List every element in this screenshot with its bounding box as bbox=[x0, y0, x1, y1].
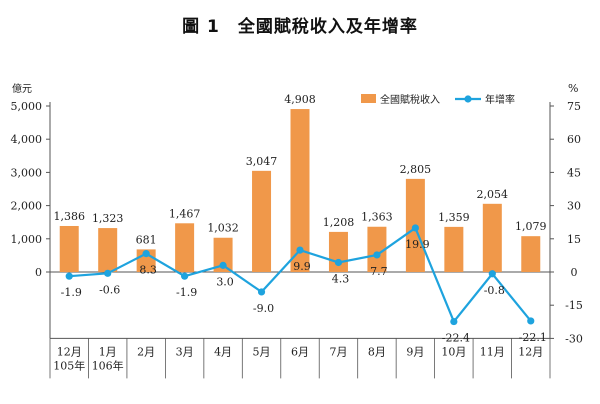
growth-point-12 bbox=[488, 270, 496, 278]
legend-bar-label: 全國賦稅收入 bbox=[380, 93, 440, 106]
legend-line-label: 年增率 bbox=[485, 93, 515, 106]
right-tick-label: -30 bbox=[565, 332, 583, 345]
category-label-1: 12月 bbox=[57, 345, 82, 358]
bar-label-7: 4,908 bbox=[284, 93, 316, 106]
left-tick-label: 3,000 bbox=[11, 166, 43, 179]
bar-label-13: 1,079 bbox=[515, 220, 547, 233]
right-tick-label: 30 bbox=[567, 200, 581, 213]
left-axis-unit: 億元 bbox=[12, 82, 32, 95]
chart-title: 圖 1 全國賦稅收入及年增率 bbox=[182, 17, 418, 37]
growth-point-6 bbox=[257, 288, 266, 296]
growth-point-1 bbox=[65, 272, 73, 280]
growth-label-9: 7.7 bbox=[370, 265, 388, 278]
bar-label-12: 2,054 bbox=[477, 188, 509, 201]
left-tick-label: 4,000 bbox=[11, 133, 43, 146]
growth-point-4 bbox=[181, 272, 189, 280]
category-label-2: 106年 bbox=[92, 358, 124, 372]
bar-label-4: 1,467 bbox=[169, 207, 201, 220]
bar-12 bbox=[482, 203, 502, 272]
bar-7 bbox=[290, 109, 310, 272]
bar-label-5: 1,032 bbox=[207, 222, 239, 235]
bar-label-9: 1,363 bbox=[361, 211, 393, 224]
left-tick-label: 2,000 bbox=[11, 200, 43, 213]
category-label-3: 2月 bbox=[137, 345, 155, 358]
growth-label-2: -0.6 bbox=[99, 283, 120, 296]
growth-point-7 bbox=[296, 246, 304, 254]
growth-label-12: -0.8 bbox=[484, 284, 505, 297]
growth-point-5 bbox=[219, 261, 227, 269]
growth-label-5: 3.0 bbox=[216, 275, 234, 288]
bar-2 bbox=[98, 228, 118, 272]
bar-label-10: 2,805 bbox=[400, 163, 432, 176]
growth-label-3: 8.3 bbox=[139, 264, 157, 277]
growth-label-8: 4.3 bbox=[332, 272, 350, 285]
left-tick-label: 5,000 bbox=[11, 100, 43, 113]
growth-point-10 bbox=[411, 224, 419, 232]
bar-9 bbox=[367, 226, 387, 272]
growth-label-13: -22.1 bbox=[519, 331, 547, 344]
growth-label-1: -1.9 bbox=[61, 286, 82, 299]
growth-label-11: -22.4 bbox=[442, 332, 470, 345]
legend-line-marker bbox=[464, 95, 472, 103]
category-label-8: 7月 bbox=[329, 345, 347, 358]
growth-point-9 bbox=[373, 251, 381, 259]
growth-point-13 bbox=[527, 317, 535, 325]
left-tick-label: 1,000 bbox=[11, 233, 43, 246]
bar-1 bbox=[59, 225, 79, 272]
category-label-11: 10月 bbox=[441, 345, 466, 358]
category-label-13: 12月 bbox=[518, 345, 543, 358]
category-label-4: 3月 bbox=[176, 345, 194, 358]
category-label-10: 9月 bbox=[406, 345, 424, 358]
bar-label-11: 1,359 bbox=[438, 211, 470, 224]
bar-4 bbox=[175, 223, 195, 272]
right-tick-label: 60 bbox=[567, 133, 581, 146]
category-label-1: 105年 bbox=[53, 358, 85, 372]
legend-bar-swatch bbox=[361, 94, 376, 103]
bar-label-3: 681 bbox=[136, 233, 157, 246]
growth-point-11 bbox=[450, 317, 458, 326]
growth-label-7: 9.9 bbox=[293, 260, 311, 273]
category-label-12: 11月 bbox=[480, 345, 505, 358]
bar-6 bbox=[252, 170, 272, 272]
right-tick-label: 0 bbox=[571, 266, 578, 279]
growth-point-3 bbox=[142, 250, 150, 258]
bar-13 bbox=[521, 236, 541, 272]
bar-label-8: 1,208 bbox=[323, 216, 355, 229]
category-label-5: 4月 bbox=[214, 345, 232, 358]
growth-point-8 bbox=[334, 258, 343, 267]
growth-point-2 bbox=[104, 269, 112, 277]
growth-label-4: -1.9 bbox=[176, 286, 197, 299]
category-label-6: 5月 bbox=[253, 345, 271, 358]
growth-label-10: 19.9 bbox=[405, 238, 430, 251]
bar-5 bbox=[213, 237, 233, 272]
growth-label-6: -9.0 bbox=[253, 302, 274, 315]
category-label-7: 6月 bbox=[291, 345, 309, 358]
left-tick-label: 0 bbox=[35, 266, 42, 279]
right-tick-label: 45 bbox=[567, 166, 581, 179]
right-axis-unit: % bbox=[568, 82, 578, 95]
bar-11 bbox=[444, 226, 464, 272]
bar-label-2: 1,323 bbox=[92, 212, 124, 225]
category-label-9: 8月 bbox=[368, 345, 386, 358]
right-tick-label: -15 bbox=[565, 299, 583, 312]
bar-label-6: 3,047 bbox=[246, 155, 278, 168]
category-label-2: 1月 bbox=[99, 345, 117, 358]
right-tick-label: 15 bbox=[567, 233, 581, 246]
bar-label-1: 1,386 bbox=[53, 210, 85, 223]
right-tick-label: 75 bbox=[567, 100, 581, 113]
